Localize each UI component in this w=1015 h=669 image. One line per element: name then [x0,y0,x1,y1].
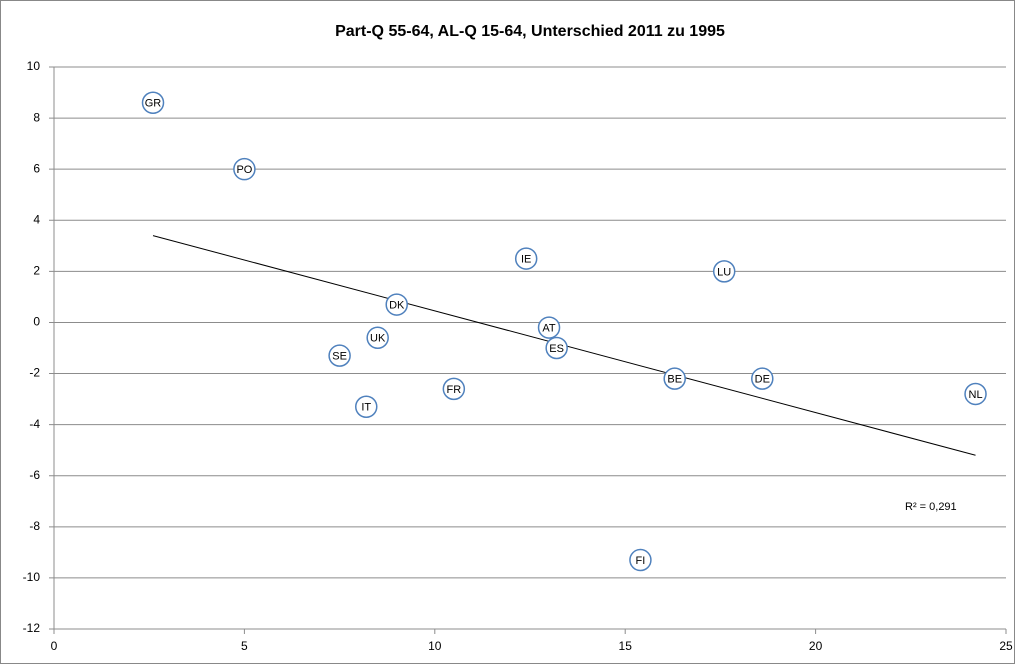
y-tick-label: -6 [29,468,40,482]
y-tick-label: -2 [29,366,40,380]
point [328,344,351,367]
y-tick-label: 4 [33,212,40,226]
x-tick-label: 15 [619,639,633,653]
point-label: IT [361,402,371,414]
point [663,367,686,390]
point [442,377,466,401]
x-tick-label: 20 [809,639,823,653]
point [366,326,389,350]
y-tick-label: -4 [29,417,40,431]
x-tick-label: 25 [999,639,1013,653]
point-label: NL [969,389,983,401]
y-tick-label: 0 [33,315,40,329]
point-label: BE [667,374,682,386]
trendline-label: R² = 0,291 [905,501,957,513]
point-label: LU [717,266,731,278]
point-label: FR [447,384,462,396]
y-tick-label: 8 [33,110,40,124]
point-label: ES [549,343,564,355]
y-tick-label: 6 [33,161,40,175]
y-tick-label: 10 [27,59,41,73]
y-tick-label: -8 [29,519,40,533]
point [629,548,652,572]
x-tick-label: 0 [51,639,58,653]
point [385,293,408,316]
point [233,157,256,181]
point [751,367,774,390]
chart-title: Part-Q 55-64, AL-Q 15-64, Unterschied 20… [335,23,725,40]
point-label: FI [636,555,646,567]
x-tick-label: 5 [241,639,248,653]
point [545,336,568,360]
y-tick-label: -12 [23,621,41,635]
point-label: AT [542,322,556,334]
point [514,247,538,270]
point-label: DE [755,374,770,386]
point [712,260,736,283]
point-label: DK [389,299,405,311]
point [964,382,987,406]
point [141,91,165,115]
point-label: SE [332,351,347,363]
point-label: PO [236,164,252,176]
point-label: GR [145,98,162,110]
point [537,316,561,339]
point-label: IE [521,253,531,265]
y-tick-label: 2 [33,264,40,278]
x-tick-label: 10 [428,639,442,653]
point-label: UK [370,333,386,345]
point [355,395,378,419]
y-tick-label: -10 [23,570,41,584]
